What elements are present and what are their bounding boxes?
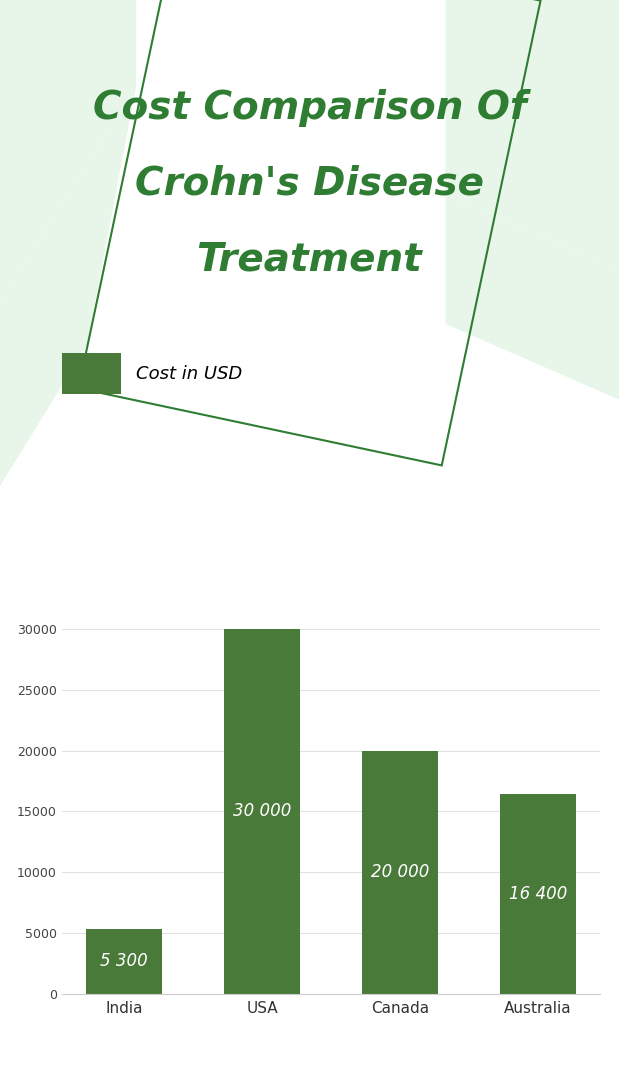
- Bar: [362, 751, 438, 994]
- Text: 16 400: 16 400: [509, 885, 567, 903]
- Text: 20 000: 20 000: [371, 863, 430, 881]
- Polygon shape: [446, 194, 619, 400]
- Polygon shape: [446, 0, 619, 270]
- Text: 5 300: 5 300: [100, 953, 148, 971]
- Text: Cost Comparison Of: Cost Comparison Of: [93, 89, 526, 127]
- Bar: [224, 629, 300, 994]
- Polygon shape: [0, 0, 136, 302]
- Bar: [87, 929, 162, 994]
- Polygon shape: [0, 86, 136, 486]
- FancyBboxPatch shape: [62, 353, 121, 394]
- Text: Treatment: Treatment: [197, 240, 422, 279]
- Text: Cost in USD: Cost in USD: [136, 365, 243, 382]
- Text: Crohn's Disease: Crohn's Disease: [135, 164, 484, 203]
- Text: 30 000: 30 000: [233, 802, 292, 821]
- Bar: [500, 795, 576, 994]
